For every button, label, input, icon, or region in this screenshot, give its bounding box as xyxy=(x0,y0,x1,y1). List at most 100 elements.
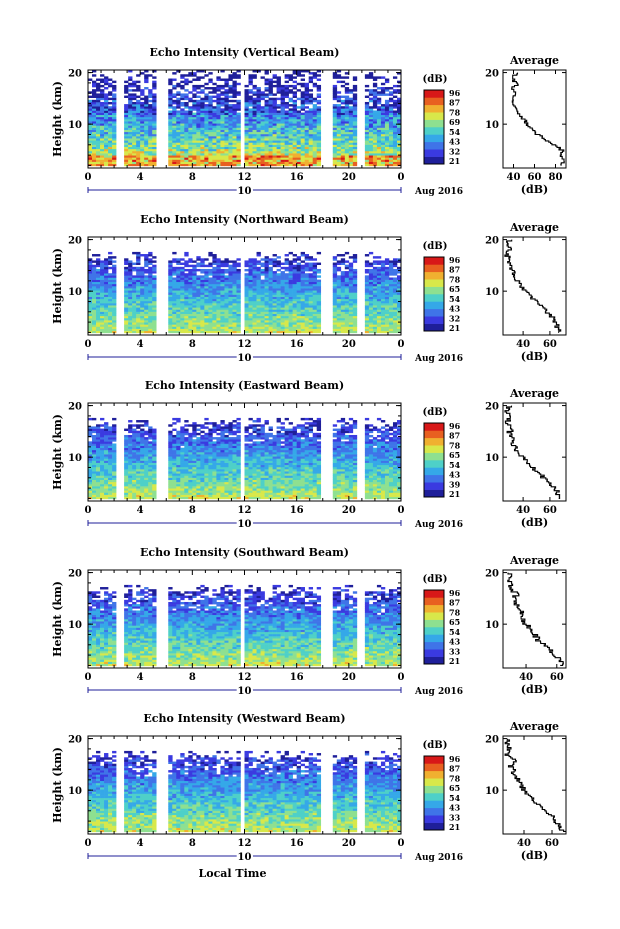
heatmap-cell xyxy=(308,114,314,118)
heatmap-cell xyxy=(312,273,318,276)
heatmap-cell xyxy=(172,305,177,308)
heatmap-cell xyxy=(132,283,137,287)
heatmap-cell xyxy=(136,110,141,113)
heatmap-cell xyxy=(264,277,269,280)
heatmap-cell xyxy=(216,309,221,312)
heatmap-cell xyxy=(344,101,350,105)
heatmap-cell xyxy=(200,271,205,274)
heatmap-cell xyxy=(168,266,173,270)
heatmap-cell xyxy=(152,324,157,327)
heatmap-cell xyxy=(168,159,173,162)
heatmap-cell xyxy=(332,148,338,152)
heatmap-cell xyxy=(348,273,354,276)
heatmap-cell xyxy=(180,93,185,96)
heatmap-cell xyxy=(364,268,370,272)
heatmap-cell xyxy=(128,288,133,291)
heatmap-cell xyxy=(380,125,386,128)
heatmap-cell xyxy=(200,311,205,314)
heatmap-cell xyxy=(128,78,133,81)
heatmap-cell xyxy=(264,148,269,152)
heatmap-cell xyxy=(232,298,237,302)
heatmap-cell xyxy=(192,104,197,107)
colorbar-tick-label: 43 xyxy=(449,304,461,314)
heatmap-cell xyxy=(192,129,197,133)
heatmap-cell xyxy=(348,131,354,135)
heatmap-cell xyxy=(220,288,225,291)
heatmap-cell xyxy=(292,95,297,98)
heatmap-cell xyxy=(344,127,350,130)
heatmap-cell xyxy=(92,82,97,86)
heatmap-cell xyxy=(280,131,285,135)
heatmap-cell xyxy=(272,309,277,312)
heatmap-cell xyxy=(392,313,398,317)
heatmap-cell xyxy=(384,146,390,150)
heatmap-cell xyxy=(184,303,189,306)
heatmap-cell xyxy=(248,315,253,319)
heatmap-cell xyxy=(380,112,386,116)
heatmap-cell xyxy=(376,91,382,94)
heatmap-cell xyxy=(264,288,269,291)
heatmap-cell xyxy=(384,283,390,287)
heatmap-cell xyxy=(208,148,213,152)
heatmap-cell xyxy=(340,159,346,162)
heatmap-cell xyxy=(348,148,354,152)
heatmap-cell xyxy=(304,127,309,130)
heatmap-cell xyxy=(396,144,402,147)
heatmap-cell xyxy=(92,324,97,327)
heatmap-cell xyxy=(168,290,173,293)
heatmap-cell xyxy=(380,262,386,265)
heatmap-cell xyxy=(308,142,314,145)
heatmap-cell xyxy=(264,133,269,137)
heatmap-cell xyxy=(224,159,229,162)
heatmap-cell xyxy=(220,153,225,156)
heatmap-cell xyxy=(196,256,201,259)
heatmap-cell xyxy=(196,283,201,287)
heatmap-cell xyxy=(376,313,382,317)
heatmap-cell xyxy=(228,320,233,323)
heatmap-cell xyxy=(132,142,137,145)
heatmap-cell xyxy=(380,129,386,133)
heatmap-cell xyxy=(304,129,309,133)
heatmap-cell xyxy=(196,108,201,111)
heatmap-cell xyxy=(292,112,297,116)
heatmap-cell xyxy=(236,93,241,96)
heatmap-cell xyxy=(352,161,358,165)
heatmap-cell xyxy=(92,300,97,304)
heatmap-cell xyxy=(228,307,233,310)
heatmap-cell xyxy=(252,138,257,141)
heatmap-cell xyxy=(180,119,185,122)
heatmap-cell xyxy=(196,138,201,141)
heatmap-cell xyxy=(252,140,257,143)
heatmap-cell xyxy=(292,273,297,276)
heatmap-cell xyxy=(272,322,277,325)
heatmap-cell xyxy=(248,119,253,122)
heatmap-cell xyxy=(220,320,225,323)
heatmap-cell xyxy=(104,286,109,289)
heatmap-cell xyxy=(244,95,249,98)
colorbar-segment xyxy=(424,97,444,106)
heatmap-cell xyxy=(340,262,346,265)
heatmap-cell xyxy=(132,121,137,124)
heatmap-cell xyxy=(136,140,141,143)
heatmap-cell xyxy=(232,148,237,152)
heatmap-cell xyxy=(92,114,97,118)
heatmap-cell xyxy=(300,114,305,118)
heatmap-cell xyxy=(252,93,257,96)
heatmap-cell xyxy=(224,142,229,145)
heatmap-cell xyxy=(224,275,229,278)
heatmap-cell xyxy=(92,93,97,96)
heatmap-cell xyxy=(256,294,261,297)
heatmap-cell xyxy=(272,136,277,139)
heatmap-cell xyxy=(392,123,398,126)
heatmap-cell xyxy=(192,155,197,158)
heatmap-cell xyxy=(388,271,394,274)
heatmap-cell xyxy=(264,296,269,300)
heatmap-cell xyxy=(228,123,233,126)
heatmap-cell xyxy=(148,146,153,150)
heatmap-cell xyxy=(388,110,394,113)
heatmap-cell xyxy=(372,313,378,317)
heatmap-cell xyxy=(276,277,281,280)
heatmap-cell xyxy=(352,97,358,101)
heatmap-cell xyxy=(384,311,390,314)
heatmap-cell xyxy=(340,110,346,113)
